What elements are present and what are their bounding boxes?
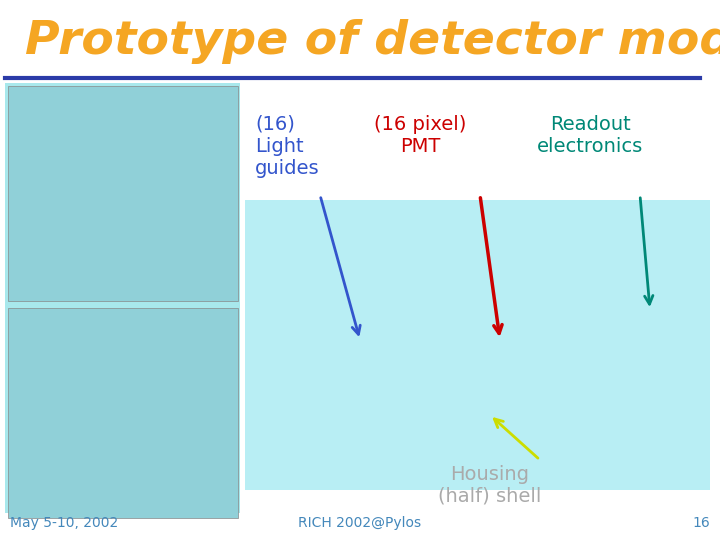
Bar	[8, 86, 238, 301]
Text: 16: 16	[692, 516, 710, 530]
Bar	[245, 200, 710, 490]
Text: RICH 2002@Pylos: RICH 2002@Pylos	[298, 516, 422, 530]
Text: (16 pixel)
PMT: (16 pixel) PMT	[374, 115, 466, 156]
Bar	[8, 308, 238, 518]
Text: Readout
electronics: Readout electronics	[537, 115, 643, 156]
Text: Prototype of detector module: Prototype of detector module	[25, 19, 720, 64]
Bar	[5, 83, 240, 513]
Text: May 5-10, 2002: May 5-10, 2002	[10, 516, 118, 530]
Text: Housing
(half) shell: Housing (half) shell	[438, 465, 541, 506]
Text: (16)
Light
guides: (16) Light guides	[255, 115, 320, 178]
